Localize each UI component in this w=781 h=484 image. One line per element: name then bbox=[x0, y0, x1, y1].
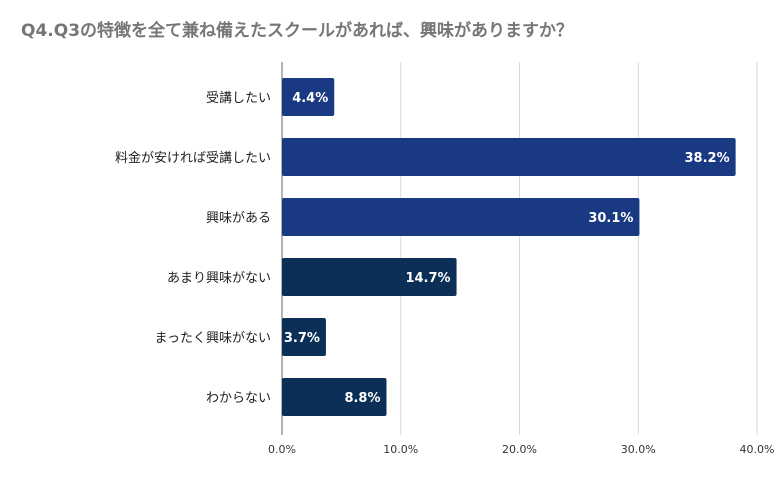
x-tick-label: 30.0% bbox=[621, 443, 656, 456]
x-tick-label: 0.0% bbox=[268, 443, 296, 456]
bar bbox=[282, 138, 736, 176]
category-label: 興味がある bbox=[206, 211, 271, 226]
data-label: 8.8% bbox=[344, 391, 380, 406]
category-label: まったく興味がない bbox=[155, 331, 271, 346]
data-label: 4.4% bbox=[292, 91, 328, 106]
data-label: 14.7% bbox=[405, 271, 450, 286]
data-label: 30.1% bbox=[588, 211, 633, 226]
bar bbox=[282, 78, 335, 116]
bar bbox=[282, 258, 457, 296]
data-label: 38.2% bbox=[685, 151, 730, 166]
chart-title: Q4.Q3の特徴を全て兼ね備えたスクールがあれば、興味がありますか？ bbox=[21, 21, 574, 41]
x-tick-label: 10.0% bbox=[383, 443, 418, 456]
bars: 4.4% 38.2% 30.1% 14.7% 3.7% 8.8% bbox=[282, 78, 736, 416]
category-label: 受講したい bbox=[206, 90, 271, 106]
gridlines bbox=[281, 62, 758, 435]
data-label: 3.7% bbox=[284, 331, 320, 346]
bar bbox=[282, 198, 640, 236]
category-labels: 受講したい料金が安ければ受講したい興味があるあまり興味がないまったく興味がないわ… bbox=[115, 90, 271, 406]
x-tick-labels: 0.0% 10.0% 20.0% 30.0% 40.0% bbox=[268, 443, 774, 456]
category-label: わからない bbox=[206, 391, 271, 406]
category-label: 料金が安ければ受講したい bbox=[115, 150, 271, 166]
x-tick-label: 40.0% bbox=[740, 443, 775, 456]
category-label: あまり興味がない bbox=[167, 271, 271, 286]
x-tick-label: 20.0% bbox=[502, 443, 537, 456]
bar bbox=[282, 318, 326, 356]
bar bbox=[282, 378, 387, 416]
